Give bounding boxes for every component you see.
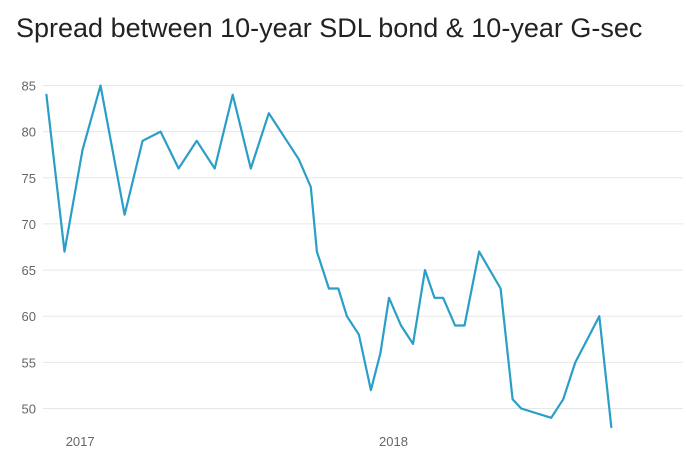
x-tick-label-2017: 2017 xyxy=(66,434,95,449)
data-point-3 xyxy=(98,83,103,88)
x-tick-label-2018: 2018 xyxy=(379,434,408,449)
data-point-26 xyxy=(423,268,428,273)
data-point-4 xyxy=(122,212,127,217)
data-points xyxy=(44,83,614,430)
data-point-9 xyxy=(212,166,217,171)
data-point-28 xyxy=(441,295,446,300)
data-point-22 xyxy=(378,351,383,356)
data-point-17 xyxy=(326,286,331,291)
y-axis-labels: 50 55 60 65 70 75 80 85 xyxy=(22,78,36,416)
data-point-23 xyxy=(386,295,391,300)
data-point-5 xyxy=(140,138,145,143)
data-point-16 xyxy=(314,249,319,254)
data-point-7 xyxy=(176,166,181,171)
data-point-21 xyxy=(368,388,373,393)
gridlines xyxy=(43,84,683,410)
data-point-36 xyxy=(561,397,566,402)
data-point-19 xyxy=(344,314,349,319)
data-point-14 xyxy=(296,157,301,162)
data-point-10 xyxy=(230,92,235,97)
data-point-2 xyxy=(80,148,85,153)
data-point-25 xyxy=(411,341,416,346)
data-point-0 xyxy=(44,92,49,97)
data-point-30 xyxy=(462,323,467,328)
data-point-20 xyxy=(356,332,361,337)
data-point-31 xyxy=(477,249,482,254)
y-tick-label: 70 xyxy=(22,217,36,232)
data-point-33 xyxy=(510,397,515,402)
data-point-18 xyxy=(336,286,341,291)
y-tick-label: 60 xyxy=(22,309,36,324)
data-point-8 xyxy=(194,138,199,143)
y-tick-label: 75 xyxy=(22,171,36,186)
data-point-39 xyxy=(609,425,614,430)
data-point-27 xyxy=(432,295,437,300)
y-tick-label: 80 xyxy=(22,125,36,140)
y-tick-label: 85 xyxy=(22,78,36,93)
series-line xyxy=(45,84,613,429)
y-tick-label: 55 xyxy=(22,355,36,370)
data-point-38 xyxy=(597,314,602,319)
series-line-path xyxy=(45,84,613,429)
chart-title: Spread between 10-year SDL bond & 10-yea… xyxy=(16,13,643,43)
data-point-24 xyxy=(398,323,403,328)
data-point-6 xyxy=(158,129,163,134)
data-point-1 xyxy=(62,249,67,254)
data-point-15 xyxy=(308,185,313,190)
y-tick-label: 50 xyxy=(22,402,36,417)
data-point-37 xyxy=(573,360,578,365)
x-axis-labels: 2017 2018 xyxy=(66,434,408,449)
data-point-12 xyxy=(266,111,271,116)
data-point-35 xyxy=(549,415,554,420)
data-point-11 xyxy=(248,166,253,171)
data-point-34 xyxy=(519,406,524,411)
data-point-13 xyxy=(284,138,289,143)
data-point-32 xyxy=(498,286,503,291)
y-tick-label: 65 xyxy=(22,263,36,278)
data-point-29 xyxy=(453,323,458,328)
